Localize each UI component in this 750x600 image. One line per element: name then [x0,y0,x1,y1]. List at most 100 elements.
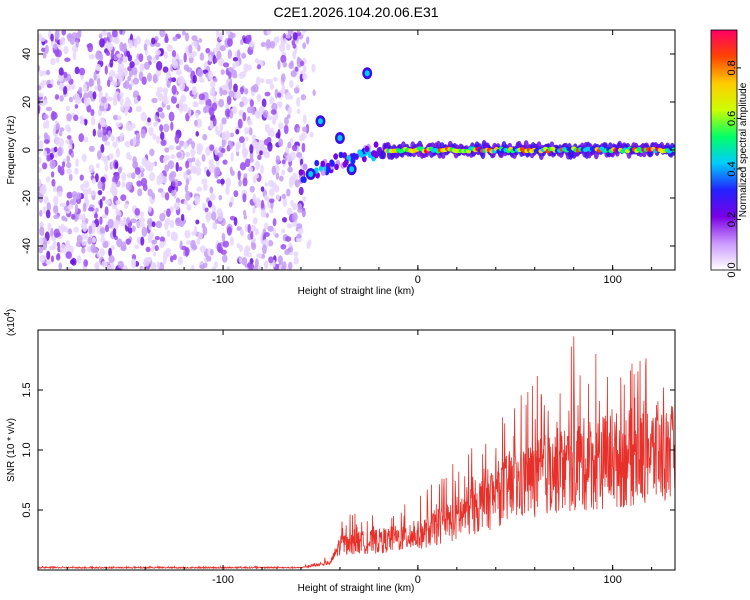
noise-blob [154,115,159,121]
top-y-ticks: -40 -20 0 20 40 [21,48,675,254]
noise-blob [286,153,293,163]
noise-blob [154,42,161,48]
noise-blob [293,87,300,94]
noise-blob [38,178,42,187]
noise-blob [226,38,233,47]
noise-blob [55,56,60,64]
noise-blob [100,96,107,104]
noise-blob [281,193,287,200]
noise-blob [44,44,49,54]
noise-blob [296,96,301,107]
noise-blob [296,56,301,65]
noise-blob [266,30,272,36]
noise-blob [86,104,92,113]
noise-blob [50,57,56,66]
noise-blob [225,177,232,188]
noise-blob [181,30,186,36]
noise-blob [199,245,207,253]
noise-blob [74,104,79,109]
noise-blob [276,194,280,200]
noise-blob [83,259,89,267]
noise-blob [176,151,182,158]
noise-blob [223,62,230,68]
noise-blob [171,190,176,197]
noise-blob [184,184,189,193]
noise-blob [46,83,53,89]
noise-blob [286,114,291,119]
noise-blob [140,111,147,122]
noise-blob [168,173,174,182]
noise-blob [168,144,175,150]
noise-blob [74,203,79,214]
noise-blob [45,176,50,183]
noise-blob [160,131,165,141]
noise-blob [212,77,218,83]
noise-blob [53,204,59,214]
noise-blob [73,226,79,233]
noise-blob [99,227,106,234]
noise-blob [159,124,164,132]
noise-blob [294,66,299,72]
noise-blob [43,121,47,129]
noise-blob [218,98,225,108]
noise-blob [102,213,108,219]
noise-blob [302,73,308,81]
noise-blob [43,114,49,120]
noise-blob [242,209,247,216]
noise-blob [282,216,288,223]
noise-blob [163,123,170,133]
noise-blob [280,265,286,270]
noise-blob [278,122,284,130]
noise-blob [264,152,270,157]
noise-blob [91,178,96,185]
noise-blob [256,64,262,70]
noise-blob [67,266,73,270]
noise-blob [145,163,151,171]
noise-blob [135,220,143,228]
noise-blob [108,247,112,257]
noise-blob [63,46,69,55]
noise-blob [244,127,249,135]
noise-blob [58,130,63,137]
noise-blob [59,37,66,46]
noise-blob [294,179,300,188]
noise-blob [178,99,184,109]
noise-blob [286,43,291,51]
noise-blob [151,221,156,228]
noise-blob [152,56,157,64]
noise-blob [141,226,148,237]
noise-blob [164,164,170,173]
noise-blob [254,58,259,64]
noise-blob [278,102,282,110]
noise-blob [130,218,137,224]
noise-blob [93,213,99,219]
noise-blob [72,194,79,200]
noise-blob [106,31,112,38]
noise-blob [165,247,172,257]
noise-blob [133,58,140,66]
noise-blob [104,224,110,233]
noise-blob [102,240,109,249]
noise-blob [225,185,230,196]
noise-blob [114,161,119,169]
noise-blob [55,122,60,130]
noise-blob [196,143,204,153]
noise-blob [104,141,111,146]
transition-blob [373,141,379,148]
noise-blob [155,135,160,144]
noise-blob [38,140,44,150]
noise-blob [141,222,145,228]
noise-blob [205,47,211,54]
noise-blob [269,208,274,214]
noise-blob [207,200,213,208]
noise-blob [110,262,115,270]
noise-blob [117,115,122,121]
noise-blob [251,106,256,116]
noise-blob [277,60,281,70]
noise-blob [208,70,214,81]
noise-blob [298,134,305,142]
noise-blob [267,225,274,232]
noise-blob [106,96,113,102]
noise-blob [57,146,63,157]
noise-blob [300,94,307,101]
